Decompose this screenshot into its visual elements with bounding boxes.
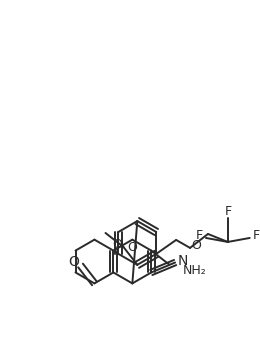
- Text: O: O: [113, 238, 122, 251]
- Text: NH₂: NH₂: [183, 264, 207, 277]
- Text: F: F: [253, 230, 260, 242]
- Text: O: O: [68, 255, 79, 268]
- Text: N: N: [178, 253, 188, 267]
- Text: F: F: [224, 205, 231, 218]
- Text: F: F: [196, 230, 203, 242]
- Text: O: O: [127, 241, 137, 254]
- Text: O: O: [191, 240, 201, 252]
